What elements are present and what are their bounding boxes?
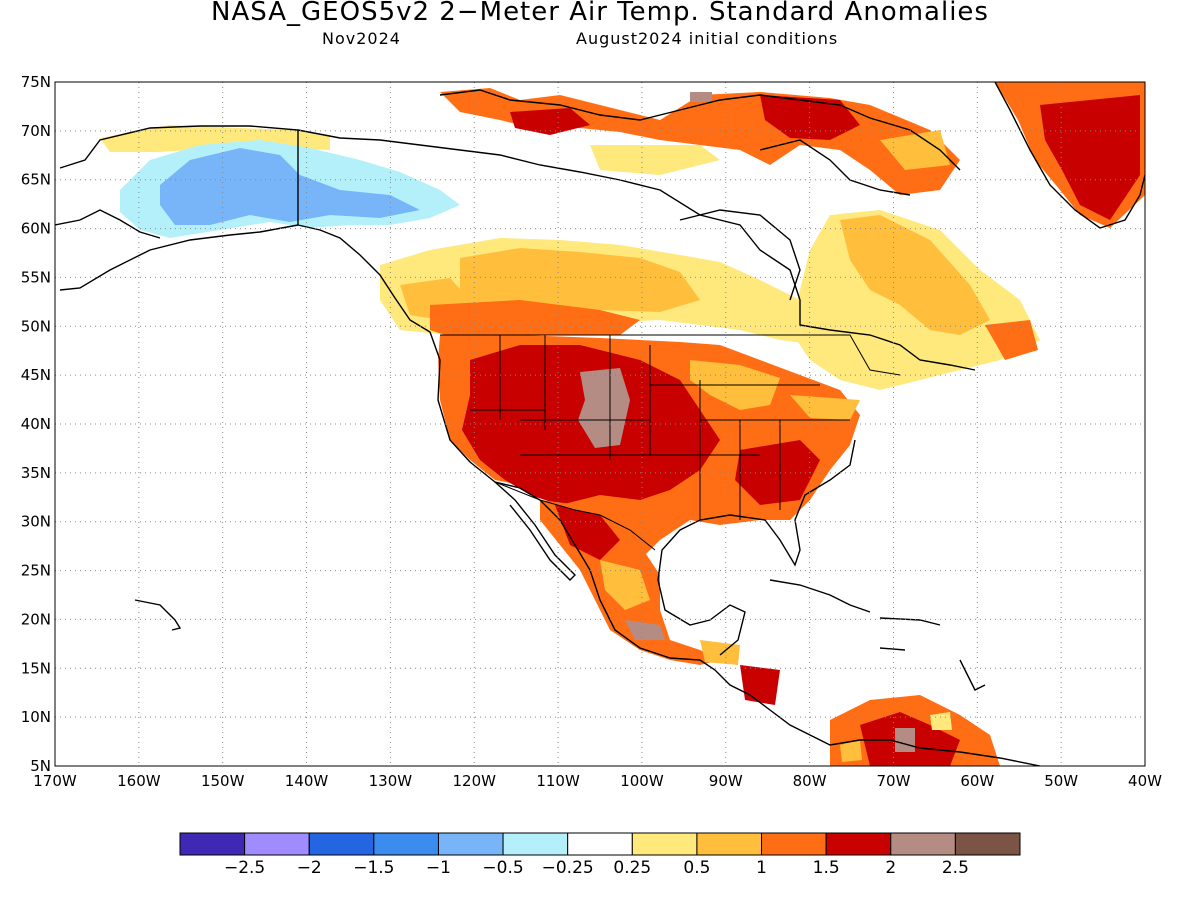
rockies-extreme-anomaly xyxy=(578,368,630,448)
colorbar-label: 2 xyxy=(885,858,896,878)
colorbar-swatch xyxy=(244,832,310,856)
lon-label: 110W xyxy=(536,772,580,790)
anomaly-fill-layer xyxy=(100,82,1145,766)
colorbar-swatch xyxy=(308,832,375,856)
lon-label: 90W xyxy=(709,772,743,790)
colorbar-label: 0.25 xyxy=(613,858,651,878)
colorbar-swatch xyxy=(373,832,439,856)
chart-title: NASA_GEOS5v2 2−Meter Air Temp. Standard … xyxy=(211,0,989,27)
lat-label: 50N xyxy=(21,317,51,335)
colorbar-label: −0.25 xyxy=(542,858,594,878)
colorbar-label: −2 xyxy=(297,858,322,878)
lat-label: 75N xyxy=(21,73,51,91)
colorbar-label: −2.5 xyxy=(224,858,265,878)
alaska-colder-anomaly xyxy=(160,148,420,225)
lat-label: 65N xyxy=(21,171,51,189)
lat-label: 40N xyxy=(21,415,51,433)
colorbar-swatch xyxy=(890,832,956,856)
colorbar-swatch xyxy=(954,832,1021,856)
hawaii-outline xyxy=(134,599,182,631)
lon-label: 100W xyxy=(620,772,664,790)
colorbar-swatch xyxy=(567,832,633,856)
us-state-borders xyxy=(470,335,850,520)
lon-label: 70W xyxy=(877,772,911,790)
lon-label: 80W xyxy=(793,772,827,790)
initial-conditions: August2024 initial conditions xyxy=(576,29,839,48)
lat-label: 35N xyxy=(21,464,51,482)
graticule xyxy=(55,82,1145,766)
colorbar-label: 1.5 xyxy=(813,858,840,878)
lon-label: 140W xyxy=(285,772,329,790)
colorbar-swatch xyxy=(179,832,246,856)
lat-label: 5N xyxy=(30,757,51,775)
greenland-strong-anomaly xyxy=(1040,95,1140,220)
colorbar-swatch xyxy=(437,832,504,856)
map-frame xyxy=(54,81,1146,767)
lon-label: 130W xyxy=(369,772,413,790)
latitude-labels: 75N 70N 65N 60N 55N 50N 45N 40N 35N 30N 25N 20N 15N 1… xyxy=(21,73,51,775)
political-borders xyxy=(297,130,901,551)
lat-label: 20N xyxy=(21,610,51,628)
colorbar-label: −1 xyxy=(426,858,451,878)
colorbar: −2.5 −2 −1.5 −1 −0.5 −0.25 0.25 0.5 1 1.5 2 2.5 xyxy=(179,832,1021,878)
colorbar-swatch xyxy=(696,832,763,856)
us-mexico-border xyxy=(494,481,656,551)
lat-label: 10N xyxy=(21,708,51,726)
us-canada-border xyxy=(440,334,901,376)
lon-label: 50W xyxy=(1044,772,1078,790)
cuba-outline xyxy=(769,579,871,613)
lat-label: 45N xyxy=(21,366,51,384)
lon-label: 170W xyxy=(33,772,77,790)
colorbar-label: 2.5 xyxy=(942,858,969,878)
greenland-coastline xyxy=(994,82,1145,229)
colorbar-label: 1 xyxy=(756,858,767,878)
lon-label: 160W xyxy=(117,772,161,790)
colorbar-swatch xyxy=(825,832,892,856)
arctic-coastline xyxy=(297,129,976,371)
lat-label: 55N xyxy=(21,268,51,286)
colorbar-swatch xyxy=(631,832,698,856)
colorbar-label: 0.5 xyxy=(683,858,710,878)
colorbar-label: −0.5 xyxy=(482,858,523,878)
lat-label: 15N xyxy=(21,659,51,677)
lat-label: 60N xyxy=(21,220,51,238)
colorbar-swatch xyxy=(502,832,569,856)
forecast-month: Nov2024 xyxy=(322,29,401,48)
lon-label: 120W xyxy=(452,772,496,790)
lat-label: 25N xyxy=(21,562,51,580)
longitude-labels: 170W 160W 150W 140W 130W 120W 110W 100W 90W 80W 70… xyxy=(33,772,1162,790)
lon-label: 150W xyxy=(201,772,245,790)
lat-label: 30N xyxy=(21,513,51,531)
colorbar-swatch xyxy=(761,832,827,856)
lon-label: 40W xyxy=(1128,772,1162,790)
lat-label: 70N xyxy=(21,122,51,140)
colorbar-label: −1.5 xyxy=(353,858,394,878)
lon-label: 60W xyxy=(960,772,994,790)
